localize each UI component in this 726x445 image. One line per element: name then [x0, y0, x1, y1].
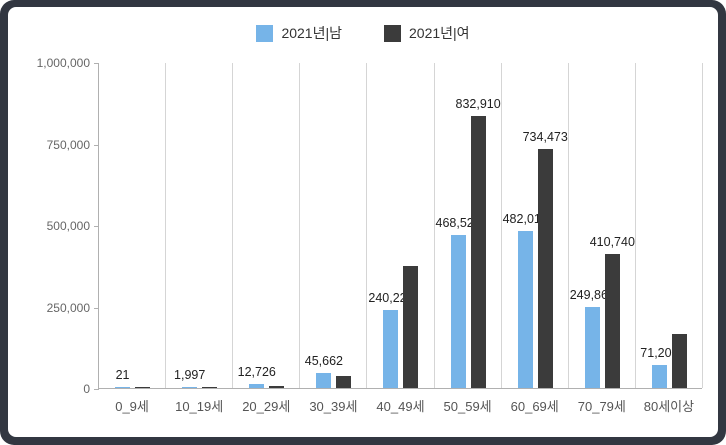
- bar-male-0_9세[interactable]: [115, 387, 131, 388]
- legend-swatch-male-icon: [256, 24, 274, 42]
- legend-label-male: 2021년|남: [281, 25, 342, 41]
- y-tick-label: 1,000,000: [36, 56, 90, 70]
- y-axis: 0 250,000 500,000 750,000 1,000,000: [8, 7, 90, 437]
- category-cell: 240,229 40_49세: [367, 63, 435, 414]
- y-tick-mark: [94, 226, 99, 227]
- bar-male-40_49세[interactable]: [383, 309, 399, 388]
- category-cell: 71,205 80세이상: [636, 63, 703, 414]
- bar-value-label: 1,997: [174, 368, 206, 382]
- x-axis-label: 70_79세: [577, 399, 626, 414]
- bar-male-70_79세[interactable]: [584, 306, 600, 388]
- category-cell: 482,017 734,473 60_69세: [502, 63, 569, 414]
- x-axis-label: 10_19세: [175, 399, 224, 414]
- bar-male-80세이상[interactable]: [651, 364, 667, 388]
- x-axis-label: 30_39세: [309, 399, 358, 414]
- bar-female-80세이상[interactable]: [671, 334, 687, 388]
- x-axis-label: 0_9세: [115, 399, 149, 414]
- legend-item-male[interactable]: 2021년|남: [256, 23, 342, 43]
- y-tick-mark: [94, 389, 99, 390]
- category-cell: 1,997 10_19세: [166, 63, 234, 414]
- x-axis-label: 40_49세: [376, 399, 425, 414]
- x-axis-label: 60_69세: [510, 399, 559, 414]
- bar-value-label: 71,205: [640, 345, 679, 360]
- bar-value-label: 12,726: [237, 364, 276, 379]
- category-cell: 21 0_9세: [99, 63, 167, 414]
- x-axis-label: 80세이상: [643, 399, 695, 414]
- category-cell: 468,521 832,910 50_59세: [435, 63, 502, 414]
- bar-value-label: 482,017: [502, 211, 548, 226]
- plot-wrap: 0 250,000 500,000 750,000 1,000,000 21 0_9세 1,…: [8, 7, 718, 437]
- bar-value-label: 249,863: [569, 287, 615, 302]
- plot-area: 21 0_9세 1,997 10_19세 12,726 20_29세 45,662 30_39…: [94, 63, 703, 414]
- y-tick-label: 750,000: [46, 137, 90, 152]
- bar-female-50_59세[interactable]: [470, 116, 486, 388]
- bar-female-60_69세[interactable]: [537, 148, 553, 388]
- y-tick-label: 0: [83, 382, 90, 396]
- category-cell: 12,726 20_29세: [233, 63, 301, 414]
- category-cell: 249,863 410,740 70_79세: [569, 63, 636, 414]
- bar-female-30_39세[interactable]: [336, 375, 352, 388]
- y-tick-mark: [94, 144, 99, 146]
- legend-swatch-female-icon: [384, 24, 401, 42]
- bar-male-60_69세[interactable]: [517, 230, 533, 388]
- bar-value-label: 734,473: [522, 129, 568, 144]
- bar-value-label: 21: [115, 368, 130, 382]
- bar-male-50_59세[interactable]: [450, 235, 466, 388]
- bar-value-label: 410,740: [589, 235, 635, 250]
- y-tick-label: 500,000: [46, 219, 90, 233]
- bar-female-0_9세[interactable]: [135, 387, 151, 388]
- bar-male-20_29세[interactable]: [249, 383, 265, 388]
- bar-value-label: 45,662: [304, 354, 343, 369]
- y-tick-mark: [94, 63, 99, 64]
- x-axis-label: 20_29세: [242, 399, 291, 414]
- bar-female-10_19세[interactable]: [202, 387, 218, 388]
- category-cell: 45,662 30_39세: [300, 63, 368, 414]
- bar-female-70_79세[interactable]: [604, 254, 620, 388]
- bar-value-label: 832,910: [455, 97, 501, 112]
- bar-male-10_19세[interactable]: [182, 387, 198, 388]
- x-axis-label: 50_59세: [443, 399, 492, 414]
- bar-female-20_29세[interactable]: [269, 386, 285, 388]
- y-tick-label: 250,000: [46, 300, 90, 315]
- chart-canvas: 2021년|남 2021년|여 0 250,000 500,000 750,000 1,…: [8, 7, 718, 437]
- chart-legend: 2021년|남 2021년|여: [8, 23, 718, 43]
- y-tick-mark: [94, 307, 99, 309]
- bar-value-label: 468,521: [435, 216, 481, 231]
- bar-female-40_49세[interactable]: [403, 265, 419, 388]
- legend-item-female[interactable]: 2021년|여: [384, 23, 470, 43]
- bar-value-label: 240,229: [368, 290, 414, 305]
- bar-male-30_39세[interactable]: [316, 373, 332, 388]
- legend-label-female: 2021년|여: [409, 25, 470, 41]
